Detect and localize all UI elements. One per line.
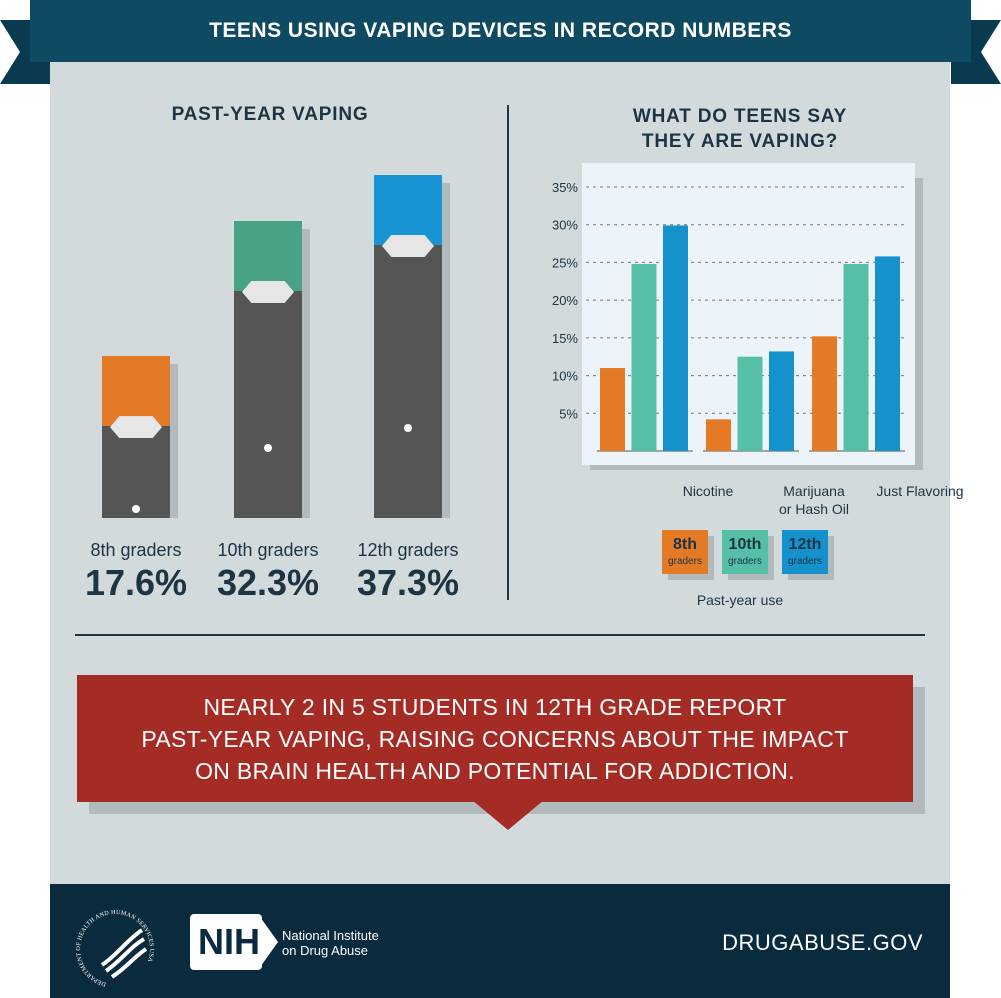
- nida-name-line: National Institute: [282, 928, 379, 943]
- category-label: Nicotine: [648, 482, 768, 500]
- website-link[interactable]: DRUGABUSE.GOV: [722, 930, 923, 955]
- right-chart-title-line: WHAT DO TEENS SAY: [632, 106, 848, 127]
- bar-marijuana-or-hash-oil-2: [769, 351, 794, 451]
- y-tick-label: 25%: [552, 255, 578, 270]
- y-tick-label: 5%: [559, 406, 578, 421]
- nida-name: National Institute on Drug Abuse: [282, 928, 379, 958]
- legend-graders: graders: [728, 556, 762, 567]
- grade-percent: 32.3%: [216, 562, 320, 603]
- grouped-bar-chart: 5% 10% 15% 20% 25% 30% 35%: [552, 180, 906, 452]
- device-cap: [234, 220, 302, 291]
- grade-label: 8th graders: [90, 540, 182, 560]
- message-line: NEARLY 2 IN 5 STUDENTS IN 12TH GRADE REP…: [203, 693, 787, 720]
- category-label-line: Nicotine: [682, 483, 734, 499]
- bar-marijuana-or-hash-oil-1: [737, 356, 763, 451]
- bar-nicotine-0: [600, 368, 625, 451]
- y-tick-label: 10%: [552, 369, 578, 384]
- legend-graders: graders: [668, 556, 702, 567]
- legend-item: 12th graders: [782, 530, 828, 574]
- nih-logo: NIH: [190, 914, 262, 970]
- nih-logo-arrow: [258, 914, 278, 970]
- device-window: [110, 416, 162, 439]
- banner-title: TEENS USING VAPING DEVICES IN RECORD NUM…: [30, 0, 971, 62]
- hhs-seal-logo: DEPARTMENT OF HEALTH AND HUMAN SERVICES …: [75, 909, 155, 988]
- y-tick-label: 20%: [552, 293, 578, 308]
- device-light: [264, 444, 272, 453]
- right-chart-title-line: THEY ARE VAPING?: [641, 131, 839, 152]
- vertical-divider: [507, 105, 509, 600]
- bar-nicotine-2: [663, 225, 688, 451]
- category-label: Marijuana or Hash Oil: [754, 482, 874, 518]
- bar-nicotine-1: [631, 263, 657, 451]
- grade-percent: 17.6%: [84, 562, 188, 603]
- device-light: [132, 505, 140, 514]
- legend-grade: 12th: [788, 536, 822, 553]
- category-label-line: or Hash Oil: [778, 501, 850, 517]
- grade-label: 12th graders: [357, 540, 459, 560]
- bar-just-flavoring-1: [843, 263, 869, 451]
- legend-graders: graders: [788, 556, 822, 567]
- device-cap: [102, 356, 170, 427]
- device-light: [404, 423, 412, 432]
- legend-grade: 8th: [673, 536, 697, 553]
- right-chart-title: WHAT DO TEENS SAY THEY ARE VAPING?: [560, 104, 920, 154]
- grade-label: 10th graders: [217, 540, 319, 560]
- left-chart-title: PAST-YEAR VAPING: [171, 104, 369, 125]
- y-tick-label: 30%: [552, 218, 578, 233]
- y-tick-label: 15%: [552, 331, 578, 346]
- legend-item: 10th graders: [722, 530, 768, 574]
- category-label: Just Flavoring: [860, 482, 980, 500]
- legend-grade: 10th: [728, 536, 762, 553]
- message-line: PAST-YEAR VAPING, RAISING CONCERNS ABOUT…: [141, 725, 849, 752]
- legend-item: 8th graders: [662, 530, 708, 574]
- category-label-line: Marijuana: [783, 483, 845, 499]
- grade-percent: 37.3%: [356, 562, 460, 603]
- device-cap: [374, 175, 442, 245]
- legend-title: Past-year use: [696, 592, 784, 608]
- message-line: ON BRAIN HEALTH AND POTENTIAL FOR ADDICT…: [195, 757, 795, 784]
- key-message: NEARLY 2 IN 5 STUDENTS IN 12TH GRADE REP…: [77, 675, 913, 802]
- category-label-line: Just Flavoring: [876, 483, 964, 499]
- message-pointer: [472, 800, 544, 830]
- hhs-eagle-icon: [100, 928, 148, 979]
- nida-name-line: on Drug Abuse: [282, 943, 369, 958]
- bar-marijuana-or-hash-oil-0: [706, 419, 731, 451]
- device-window: [382, 235, 434, 257]
- bar-just-flavoring-2: [875, 256, 900, 451]
- device-window: [242, 280, 294, 303]
- bar-just-flavoring-0: [812, 336, 837, 451]
- y-tick-label: 35%: [552, 180, 578, 195]
- horizontal-divider: [75, 634, 925, 636]
